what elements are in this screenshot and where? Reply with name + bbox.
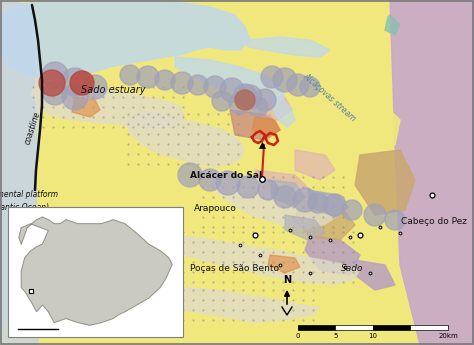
Circle shape — [238, 85, 262, 109]
Polygon shape — [19, 217, 172, 325]
Polygon shape — [240, 65, 278, 90]
Polygon shape — [390, 0, 474, 345]
Polygon shape — [0, 0, 38, 345]
Circle shape — [364, 204, 386, 226]
Text: Sado estuary: Sado estuary — [81, 85, 145, 95]
Polygon shape — [295, 150, 335, 180]
Polygon shape — [355, 260, 395, 290]
Circle shape — [234, 84, 256, 106]
Text: Alcáçovas stream: Alcáçovas stream — [301, 71, 357, 123]
Circle shape — [385, 210, 405, 230]
Circle shape — [70, 71, 94, 95]
Polygon shape — [255, 95, 292, 120]
Circle shape — [212, 91, 232, 111]
Polygon shape — [200, 167, 345, 230]
Polygon shape — [285, 215, 325, 240]
Circle shape — [342, 200, 362, 220]
Polygon shape — [130, 230, 360, 285]
Polygon shape — [268, 255, 300, 273]
Text: 20km: 20km — [438, 333, 458, 339]
Circle shape — [229, 92, 251, 114]
Polygon shape — [255, 170, 310, 205]
Circle shape — [308, 193, 328, 213]
Polygon shape — [272, 97, 295, 127]
Polygon shape — [230, 110, 280, 140]
Circle shape — [204, 76, 226, 98]
Polygon shape — [125, 110, 245, 167]
Circle shape — [261, 66, 283, 88]
Polygon shape — [305, 235, 360, 275]
Circle shape — [62, 84, 88, 110]
Circle shape — [216, 171, 240, 195]
Circle shape — [43, 81, 67, 105]
Polygon shape — [270, 180, 305, 207]
Circle shape — [171, 72, 193, 94]
Text: 5: 5 — [333, 333, 337, 339]
Circle shape — [120, 65, 140, 85]
Text: coastline: coastline — [23, 110, 42, 145]
Polygon shape — [308, 190, 348, 217]
Polygon shape — [355, 150, 415, 215]
Circle shape — [293, 188, 317, 212]
Circle shape — [324, 194, 346, 216]
Polygon shape — [30, 77, 185, 130]
Text: 10: 10 — [368, 333, 377, 339]
Text: Sado: Sado — [341, 264, 364, 273]
Circle shape — [42, 62, 68, 88]
Circle shape — [254, 89, 276, 111]
Circle shape — [235, 90, 255, 110]
Circle shape — [258, 180, 278, 200]
Bar — [336, 325, 373, 329]
Circle shape — [83, 75, 107, 99]
Circle shape — [273, 68, 297, 92]
Polygon shape — [72, 97, 100, 117]
Bar — [410, 325, 448, 329]
Polygon shape — [295, 200, 355, 240]
Circle shape — [178, 163, 202, 187]
Text: (Atlantic Ocean): (Atlantic Ocean) — [0, 204, 49, 213]
Circle shape — [220, 78, 244, 102]
Circle shape — [155, 70, 175, 90]
Polygon shape — [0, 0, 250, 80]
Text: Cabeço do Pez: Cabeço do Pez — [401, 217, 466, 226]
Circle shape — [61, 68, 89, 96]
Polygon shape — [0, 0, 42, 345]
Circle shape — [300, 77, 320, 97]
Text: 0: 0 — [296, 333, 300, 339]
Polygon shape — [270, 50, 308, 75]
Circle shape — [287, 74, 309, 96]
Polygon shape — [175, 57, 285, 103]
Polygon shape — [252, 117, 280, 137]
Polygon shape — [385, 15, 400, 35]
Text: Poças de São Bento: Poças de São Bento — [190, 264, 279, 273]
Text: N: N — [283, 275, 291, 285]
Circle shape — [137, 66, 159, 88]
Polygon shape — [245, 37, 330, 57]
Polygon shape — [325, 95, 400, 145]
Text: Arapouco: Arapouco — [194, 204, 237, 213]
Circle shape — [188, 75, 208, 95]
Circle shape — [274, 186, 296, 208]
Circle shape — [39, 70, 65, 96]
Text: Alcácer do Sal: Alcácer do Sal — [190, 171, 262, 180]
Circle shape — [248, 97, 268, 117]
Bar — [8, 207, 183, 337]
Circle shape — [199, 169, 221, 191]
Bar — [373, 325, 410, 329]
Bar — [298, 325, 336, 329]
Polygon shape — [160, 285, 320, 323]
Circle shape — [237, 176, 259, 198]
Text: Continental platform: Continental platform — [0, 190, 57, 199]
